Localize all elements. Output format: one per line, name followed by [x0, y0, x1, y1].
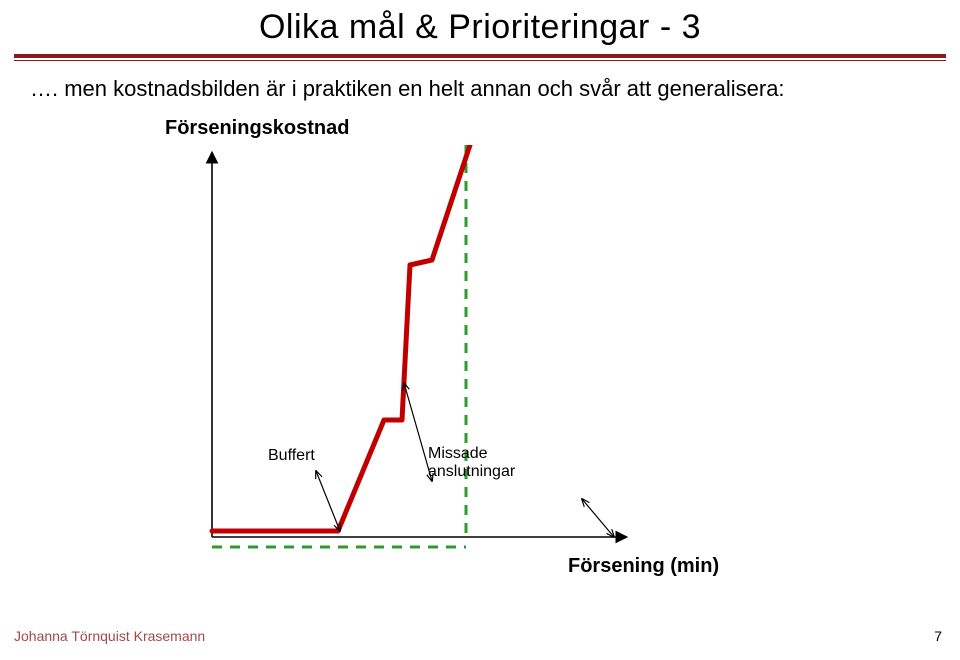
title-rule-heavy [14, 54, 946, 58]
title-rule-thin [14, 60, 946, 61]
x-axis-label: Försening (min) [568, 555, 719, 578]
slide-title: Olika mål & Prioriteringar - 3 [0, 8, 960, 47]
slide-subtitle: …. men kostnadsbilden är i praktiken en … [30, 76, 785, 102]
annotation-missade: Missade anslutningar [428, 445, 515, 480]
cost-vs-delay-chart: Förseningskostnad Buffert Missade anslut… [170, 145, 730, 565]
footer-page-number: 7 [934, 628, 942, 644]
annotation-buffert: Buffert [268, 447, 315, 465]
y-axis-label: Förseningskostnad [165, 117, 349, 140]
chart-svg [170, 145, 730, 565]
footer-author: Johanna Törnquist Krasemann [14, 628, 205, 644]
annotation-missade-line2: anslutningar [428, 463, 515, 480]
annotation-missade-line1: Missade [428, 445, 488, 462]
